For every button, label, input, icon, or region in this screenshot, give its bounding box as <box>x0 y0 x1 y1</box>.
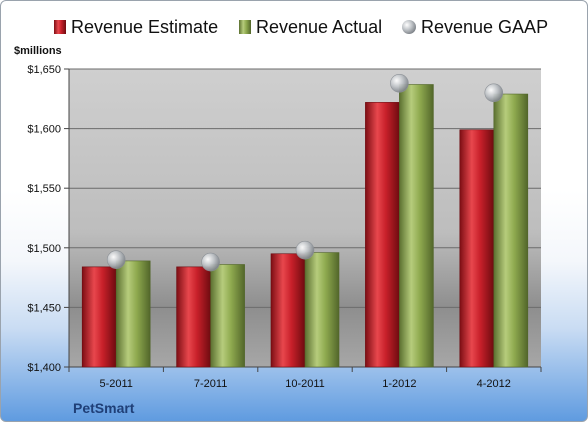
legend-label-gaap: Revenue GAAP <box>421 17 548 37</box>
x-axis-ticks: 5-2011 7-2011 10-2011 1-2012 4-2012 <box>68 367 542 390</box>
bar-revenue-actual <box>399 84 434 368</box>
x-tick-label: 1-2012 <box>382 378 416 390</box>
bar-revenue-estimate <box>365 102 400 368</box>
bar-revenue-estimate <box>81 266 117 368</box>
marker-revenue-gaap <box>106 250 126 270</box>
bar-revenue-actual <box>493 93 529 368</box>
marker-revenue-gaap <box>484 83 504 103</box>
bar-revenue-estimate <box>176 266 211 368</box>
marker-revenue-gaap <box>390 74 409 93</box>
bar-revenue-actual <box>210 264 245 368</box>
bar-revenue-actual <box>115 260 151 368</box>
legend-label-actual: Revenue Actual <box>256 17 382 37</box>
x-tick-label: 7-2011 <box>194 378 227 390</box>
bars <box>81 74 529 368</box>
legend-swatch-actual <box>239 20 251 34</box>
y-tick-label: $1,550 <box>27 183 61 195</box>
y-tick-label: $1,500 <box>27 243 61 255</box>
y-tick-label: $1,650 <box>27 64 61 76</box>
legend-swatch-gaap <box>402 20 416 34</box>
legend-label-estimate: Revenue Estimate <box>71 17 218 37</box>
legend-swatch-estimate <box>54 20 66 34</box>
bar-revenue-estimate <box>459 129 495 368</box>
marker-revenue-gaap <box>295 240 315 260</box>
y-tick-label: $1,450 <box>27 302 61 314</box>
x-tick-label: 10-2011 <box>285 378 325 390</box>
y-axis-ticks: $1,400 $1,450 $1,500 $1,550 $1,600 $1,650 <box>27 64 70 374</box>
x-tick-label: 4-2012 <box>477 378 511 390</box>
legend: Revenue Estimate Revenue Actual Revenue … <box>54 17 548 37</box>
company-label: PetSmart <box>73 400 135 416</box>
bar-revenue-actual <box>304 252 340 368</box>
marker-revenue-gaap <box>201 252 220 272</box>
bar-revenue-estimate <box>270 253 306 368</box>
unit-label: $millions <box>14 45 62 57</box>
y-tick-label: $1,400 <box>27 362 61 374</box>
y-tick-label: $1,600 <box>27 124 61 136</box>
x-tick-label: 5-2011 <box>99 378 132 390</box>
